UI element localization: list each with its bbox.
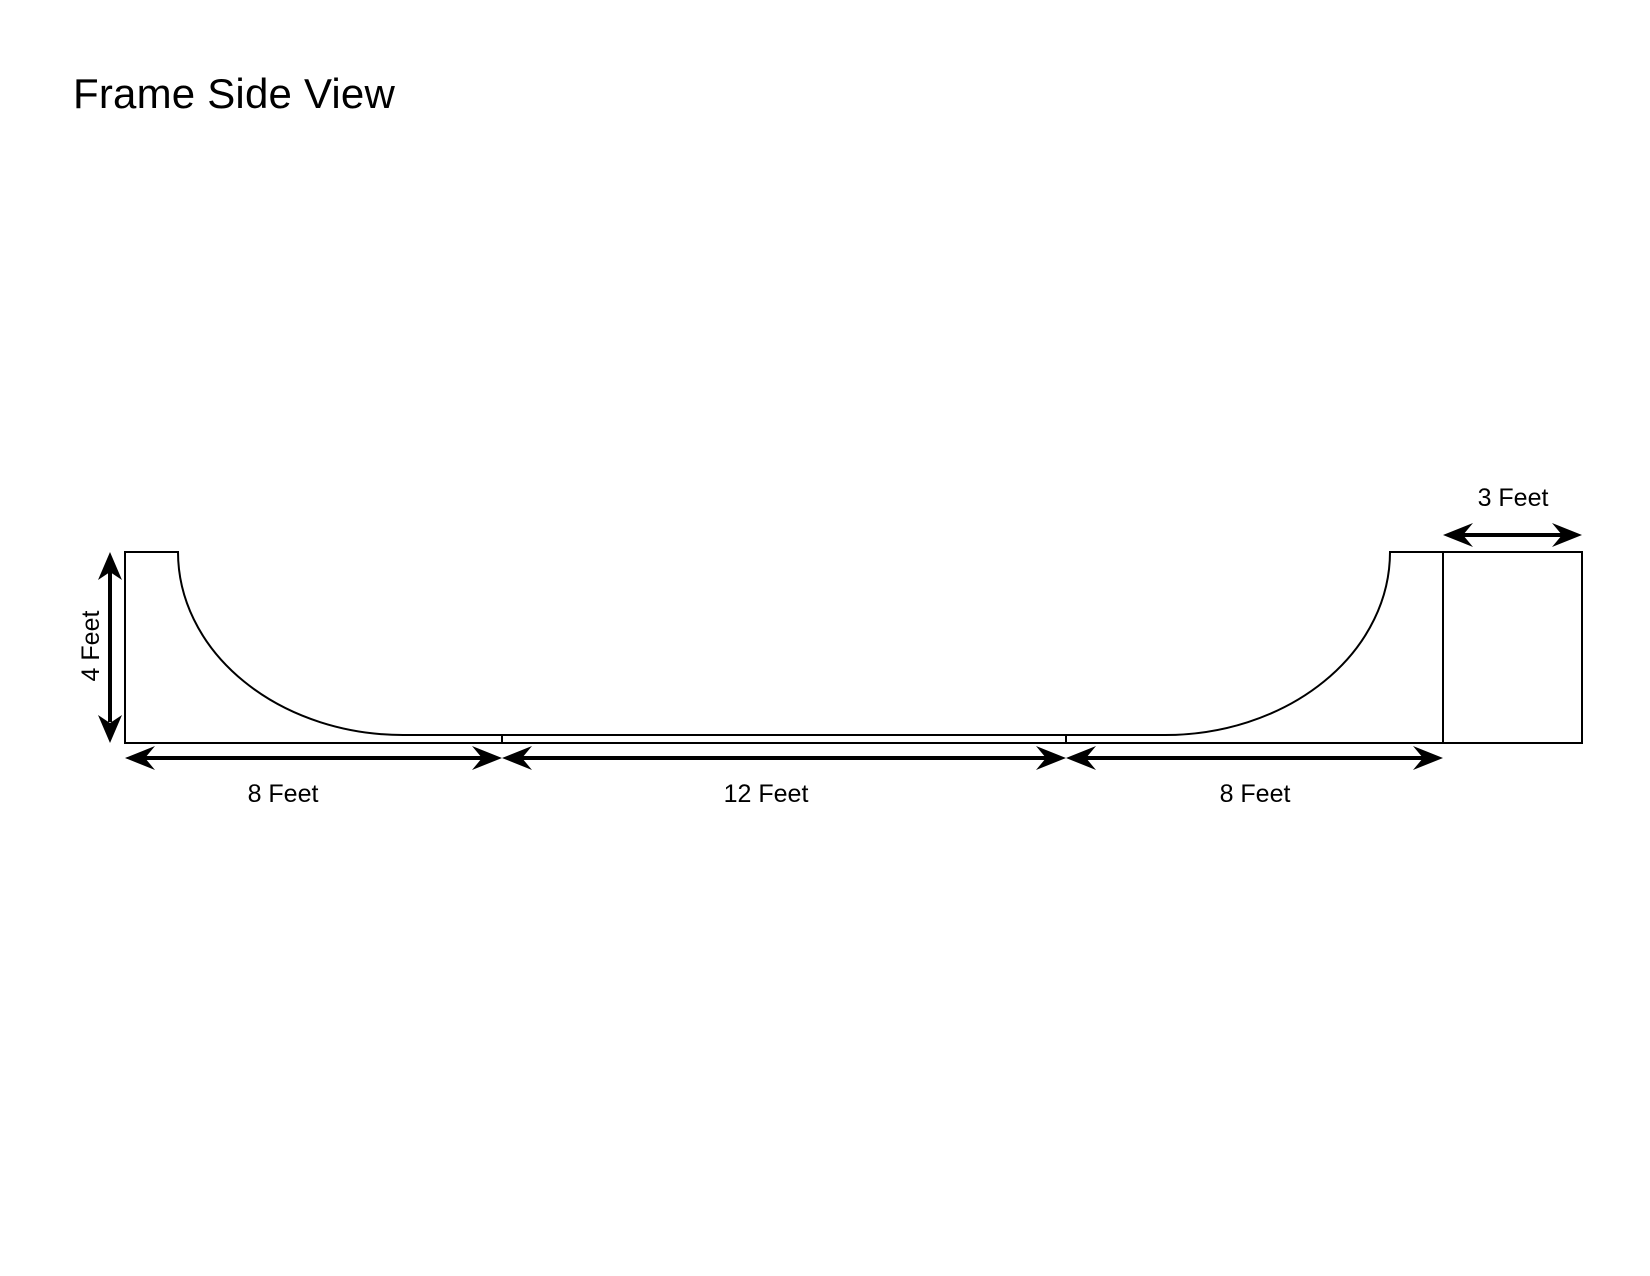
- right-section-dimension-label: 8 Feet: [1220, 780, 1291, 808]
- left-ramp-frame: [124, 551, 503, 744]
- left-section-dimension-label: 8 Feet: [248, 780, 319, 808]
- middle-section-dimension-label: 12 Feet: [724, 780, 809, 808]
- middle-section-dimension-arrow: [502, 746, 1066, 770]
- platform-dimension-label: 3 Feet: [1478, 484, 1549, 512]
- left-section-dimension-arrow: [125, 746, 502, 770]
- platform-frame: [1442, 551, 1583, 744]
- page-title: Frame Side View: [73, 70, 396, 117]
- right-section-dimension-arrow: [1066, 746, 1443, 770]
- flat-bottom-frame: [501, 734, 1067, 744]
- height-dimension-arrow: [98, 552, 122, 743]
- height-dimension-label: 4 Feet: [77, 611, 105, 682]
- right-ramp-frame: [1065, 551, 1444, 744]
- platform-dimension-arrow: [1443, 523, 1582, 547]
